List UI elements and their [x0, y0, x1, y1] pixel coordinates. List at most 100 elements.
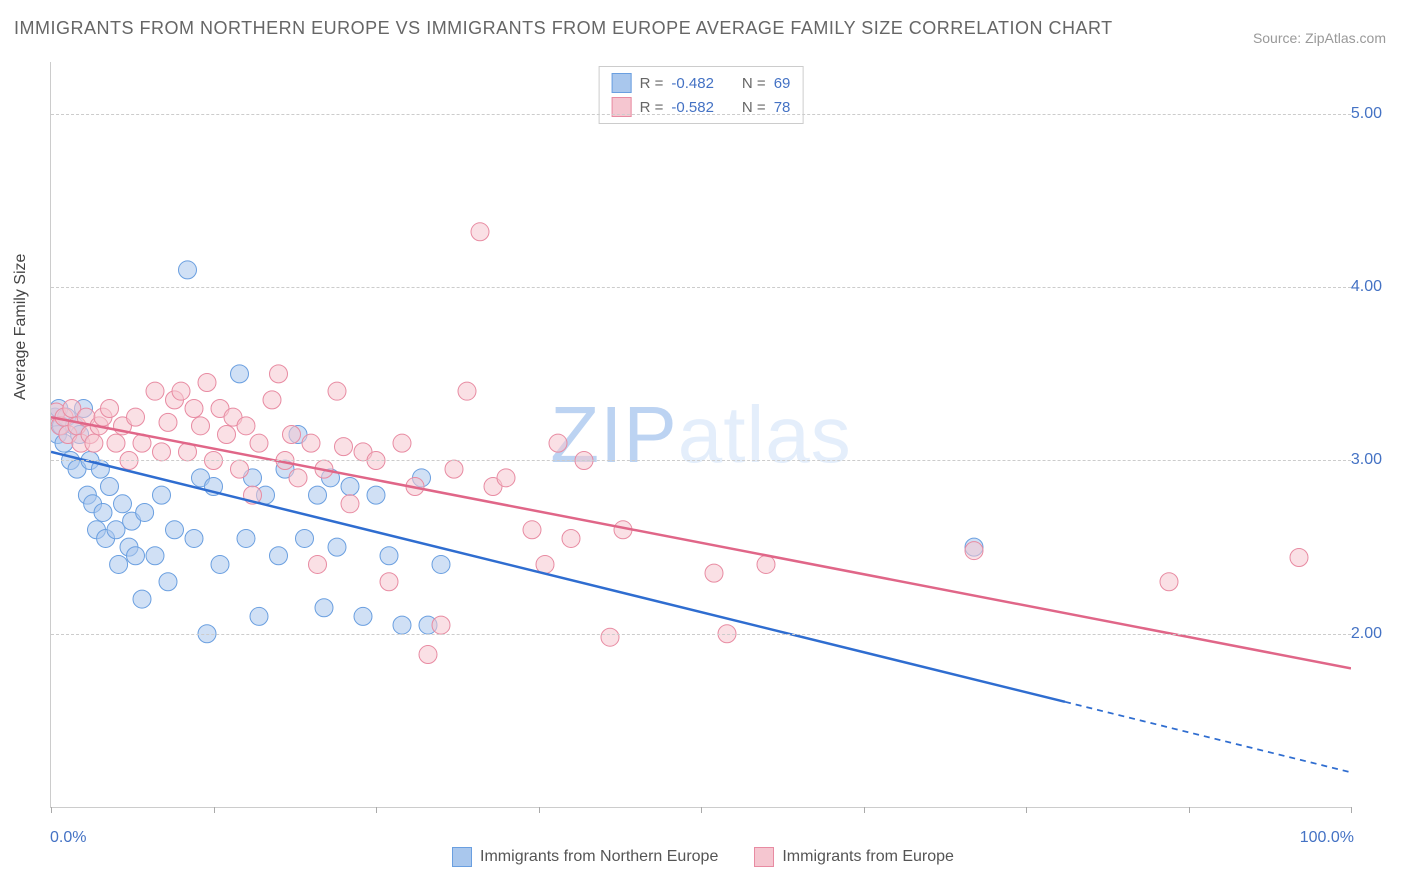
x-tick: [1189, 807, 1190, 813]
data-point: [309, 486, 327, 504]
r-label: R =: [640, 75, 664, 92]
data-point: [179, 261, 197, 279]
y-tick-label: 2.00: [1351, 625, 1382, 643]
data-point: [237, 529, 255, 547]
data-point: [166, 521, 184, 539]
grid-line: [51, 114, 1351, 115]
x-tick: [701, 807, 702, 813]
x-tick: [539, 807, 540, 813]
data-point: [471, 223, 489, 241]
stats-legend: R = -0.482 N = 69 R = -0.582 N = 78: [599, 66, 804, 124]
legend-swatch: [452, 847, 472, 867]
stats-legend-row: R = -0.582 N = 78: [612, 95, 791, 119]
data-point: [536, 555, 554, 573]
data-point: [185, 400, 203, 418]
legend-label: Immigrants from Northern Europe: [480, 848, 718, 866]
x-tick: [864, 807, 865, 813]
n-label: N =: [742, 75, 766, 92]
data-point: [153, 486, 171, 504]
plot-area: ZIPatlas R =-0.482N =69R =-0.582N =78: [50, 62, 1351, 808]
data-point: [315, 599, 333, 617]
data-point: [523, 521, 541, 539]
series-legend: Immigrants from Northern Europe Immigrant…: [0, 847, 1406, 872]
data-point: [127, 408, 145, 426]
data-point: [153, 443, 171, 461]
scatter-chart-svg: [51, 62, 1351, 807]
data-point: [110, 555, 128, 573]
data-point: [101, 400, 119, 418]
data-point: [705, 564, 723, 582]
data-point: [231, 460, 249, 478]
data-point: [328, 382, 346, 400]
data-point: [250, 607, 268, 625]
r-value: -0.482: [671, 75, 714, 92]
grid-line: [51, 634, 1351, 635]
data-point: [296, 529, 314, 547]
x-tick: [214, 807, 215, 813]
legend-item: Immigrants from Europe: [754, 847, 954, 867]
data-point: [218, 426, 236, 444]
data-point: [270, 365, 288, 383]
data-point: [965, 542, 983, 560]
data-point: [94, 503, 112, 521]
r-value: -0.582: [671, 99, 714, 116]
grid-line: [51, 460, 1351, 461]
data-point: [114, 495, 132, 513]
y-tick-label: 3.00: [1351, 451, 1382, 469]
source-attribution: Source: ZipAtlas.com: [1253, 30, 1386, 46]
data-point: [497, 469, 515, 487]
chart-title: IMMIGRANTS FROM NORTHERN EUROPE VS IMMIG…: [14, 18, 1113, 39]
data-point: [289, 469, 307, 487]
x-tick: [1026, 807, 1027, 813]
n-label: N =: [742, 99, 766, 116]
data-point: [159, 573, 177, 591]
data-point: [309, 555, 327, 573]
data-point: [85, 434, 103, 452]
x-tick-label: 0.0%: [50, 829, 86, 847]
data-point: [101, 477, 119, 495]
data-point: [172, 382, 190, 400]
data-point: [393, 616, 411, 634]
data-point: [393, 434, 411, 452]
x-tick-label: 100.0%: [1300, 829, 1354, 847]
n-value: 78: [774, 99, 791, 116]
legend-item: Immigrants from Northern Europe: [452, 847, 718, 867]
data-point: [432, 616, 450, 634]
data-point: [237, 417, 255, 435]
regression-line: [51, 452, 1065, 702]
legend-swatch: [754, 847, 774, 867]
data-point: [380, 547, 398, 565]
data-point: [283, 426, 301, 444]
y-tick-label: 5.00: [1351, 105, 1382, 123]
data-point: [146, 547, 164, 565]
data-point: [159, 413, 177, 431]
data-point: [367, 486, 385, 504]
x-tick: [51, 807, 52, 813]
data-point: [127, 547, 145, 565]
data-point: [211, 555, 229, 573]
n-value: 69: [774, 75, 791, 92]
grid-line: [51, 287, 1351, 288]
data-point: [250, 434, 268, 452]
data-point: [107, 434, 125, 452]
data-point: [185, 529, 203, 547]
legend-label: Immigrants from Europe: [782, 848, 954, 866]
data-point: [445, 460, 463, 478]
data-point: [354, 607, 372, 625]
data-point: [432, 555, 450, 573]
y-tick-label: 4.00: [1351, 278, 1382, 296]
data-point: [458, 382, 476, 400]
data-point: [757, 555, 775, 573]
r-label: R =: [640, 99, 664, 116]
data-point: [419, 646, 437, 664]
data-point: [335, 438, 353, 456]
data-point: [1290, 549, 1308, 567]
data-point: [341, 495, 359, 513]
data-point: [562, 529, 580, 547]
data-point: [107, 521, 125, 539]
data-point: [1160, 573, 1178, 591]
legend-swatch: [612, 73, 632, 93]
data-point: [146, 382, 164, 400]
data-point: [231, 365, 249, 383]
regression-line-extrapolated: [1065, 702, 1351, 773]
